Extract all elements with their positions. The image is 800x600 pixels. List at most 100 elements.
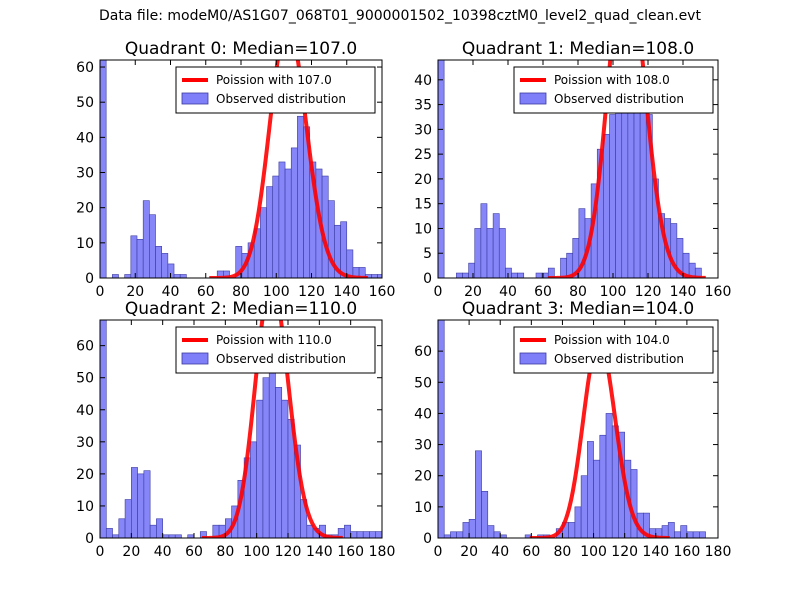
histogram-bar [456,272,463,278]
legend-bar-swatch [181,352,209,365]
y-tick-label: 10 [414,500,432,516]
histogram-bar [686,531,694,538]
x-tick-label: 0 [96,544,105,560]
legend-bar-label: Observed distribution [216,352,346,366]
y-tick-label: 60 [76,339,94,355]
histogram-bar [262,377,270,538]
x-tick-label: 0 [96,284,105,300]
histogram-bar [136,239,144,278]
x-tick-label: 160 [674,544,701,560]
x-tick-label: 60 [185,544,203,560]
histogram-bar [568,522,576,538]
histogram-bar [560,257,567,278]
x-tick-label: 140 [333,284,360,300]
histogram-bar [100,320,107,538]
histogram-bar [481,490,489,538]
x-tick-label: 100 [600,284,627,300]
x-tick-label: 120 [298,284,325,300]
histogram-bar [609,114,616,278]
histogram-bar [535,272,543,278]
x-tick-label: 0 [434,544,443,560]
histogram-bar [268,370,276,538]
y-tick-label: 60 [76,60,94,76]
x-tick-label: 120 [275,544,302,560]
legend-box [513,326,714,374]
x-tick-label: 0 [434,284,443,300]
poisson-curve [208,60,370,278]
x-tick-label: 180 [705,544,732,560]
histogram-bar [486,228,494,278]
histogram-bar [462,272,469,278]
histogram-bar [118,518,126,538]
y-tick-label: 20 [414,469,432,485]
y-tick-label: 20 [414,172,432,188]
legend-bar-swatch [181,92,209,105]
histogram-bar [124,499,132,538]
histogram-bar [605,413,613,538]
histogram-bar [256,399,264,538]
legend-curve-label: Poission with 108.0 [554,73,670,87]
plot-area-3 [438,320,706,538]
y-tick-label: 40 [76,403,94,419]
x-tick-label: 40 [154,544,172,560]
histogram-bar [593,459,601,538]
legend-box [175,66,376,114]
x-tick-label: 100 [263,284,290,300]
legend-bar-label: Observed distribution [554,92,684,106]
y-tick-label: 15 [414,197,432,213]
figure-title: Data file: modeM0/AS1G07_068T01_90000015… [99,8,701,24]
y-tick-label: 30 [76,435,94,451]
histogram-bar [574,506,582,538]
y-tick-label: 50 [414,375,432,391]
panel-1: 0 20 40 60 80 100 120 140 160 0 5 10 15 20 25 30 35 40 Qua… [414,39,732,300]
histogram-bar [346,249,354,278]
histogram-bar [468,519,476,538]
x-tick-label: 60 [197,284,215,300]
histogram-bar [179,274,187,278]
legend-bar-swatch [519,92,547,105]
histogram-bar [340,221,348,278]
legend-bar-label: Observed distribution [554,352,684,366]
histogram-bar [100,60,107,278]
histogram-bar [278,161,286,278]
histogram-bar [105,528,113,538]
y-tick-label: 30 [414,438,432,454]
histogram-bar [621,89,629,278]
histogram-bar [498,228,506,278]
y-tick-label: 50 [76,95,94,111]
panel-2: 0 20 40 60 80 100 120 140 160 180 0 10 20 30 40 50 60 Qua… [76,299,395,560]
y-tick-label: 40 [414,73,432,89]
histogram-bar [137,473,145,538]
x-tick-label: 160 [705,284,732,300]
x-tick-label: 80 [554,544,572,560]
histogram-bar [468,262,476,278]
histogram-bar [377,274,382,278]
legend-box [175,326,376,374]
x-tick-label: 120 [611,544,638,560]
histogram-bar [630,469,638,538]
histogram-bar [375,531,382,538]
histogram-bar [250,441,257,538]
histogram-bar [174,534,182,538]
x-tick-label: 100 [580,544,607,560]
histogram-bar [112,274,119,278]
plot-area-0 [100,60,382,278]
histogram-bar [149,214,156,278]
histogram-bar [603,134,610,278]
x-tick-label: 20 [122,544,140,560]
histogram-bar [680,525,688,538]
histogram-bar [297,115,304,278]
legend-curve-label: Poission with 104.0 [554,333,670,347]
legend-bar-swatch [519,352,547,365]
axes-frame-3 [437,319,719,539]
x-tick-label: 20 [464,284,482,300]
histogram-bar [475,450,482,538]
x-tick-label: 80 [569,284,587,300]
panel-title: Quadrant 1: Median=108.0 [462,39,694,59]
histogram-bar [456,531,464,538]
y-tick-label: 0 [423,531,432,547]
x-tick-label: 160 [369,284,396,300]
y-tick-label: 5 [423,246,432,262]
y-tick-label: 0 [85,531,94,547]
x-tick-label: 120 [635,284,662,300]
